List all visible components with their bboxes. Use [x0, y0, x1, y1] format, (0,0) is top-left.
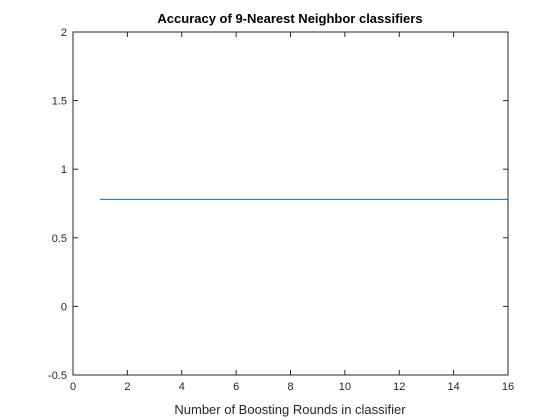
x-tick-label: 12	[393, 381, 405, 393]
y-tick-label: 1	[61, 164, 67, 176]
x-tick-label: 6	[233, 381, 239, 393]
y-tick-label: 0.5	[52, 233, 67, 245]
y-tick-label: -0.5	[48, 370, 67, 382]
x-tick-label: 16	[502, 381, 514, 393]
x-tick-label: 14	[448, 381, 460, 393]
y-tick-label: 0	[61, 301, 67, 313]
plot-frame	[72, 31, 509, 376]
x-tick-label: 8	[287, 381, 293, 393]
plot-area	[73, 32, 508, 375]
x-tick-label: 0	[70, 381, 76, 393]
chart-title: Accuracy of 9-Nearest Neighbor classifie…	[157, 11, 422, 26]
x-tick-label: 4	[179, 381, 185, 393]
x-axis-label: Number of Boosting Rounds in classifier	[174, 402, 406, 417]
y-tick-label: 1.5	[52, 96, 67, 108]
x-tick-label: 2	[124, 381, 130, 393]
x-tick-label: 10	[339, 381, 351, 393]
y-tick-label: 2	[61, 27, 67, 39]
y-axis-ticks: -0.5 0 0.5 1 1.5 2	[48, 27, 508, 382]
